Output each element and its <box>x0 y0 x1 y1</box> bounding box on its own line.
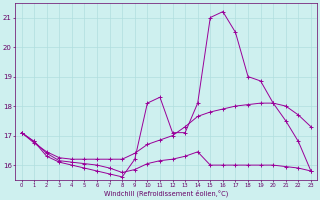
X-axis label: Windchill (Refroidissement éolien,°C): Windchill (Refroidissement éolien,°C) <box>104 190 228 197</box>
